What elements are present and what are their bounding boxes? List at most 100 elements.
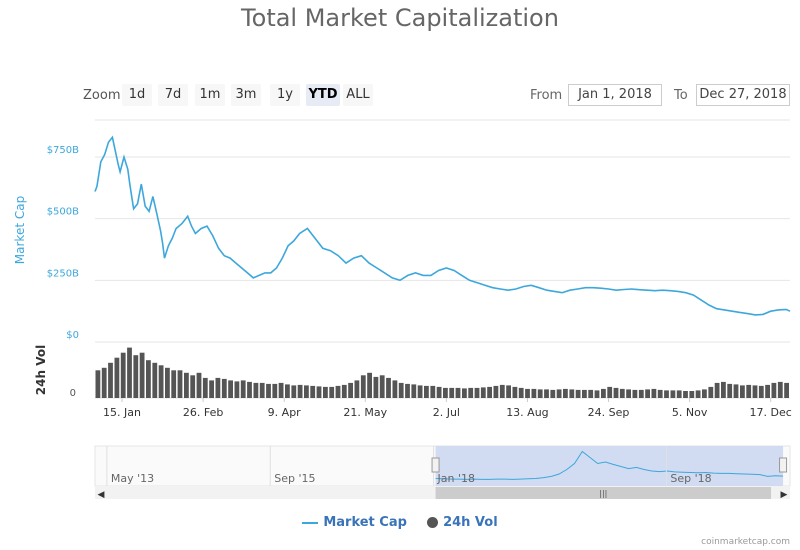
grid-lines bbox=[95, 119, 790, 399]
volume-bar bbox=[335, 385, 341, 398]
volume-bar bbox=[259, 382, 265, 398]
volume-bar bbox=[285, 384, 290, 398]
zoom-label: Zoom bbox=[83, 88, 121, 103]
x-tick-label: 26. Feb bbox=[183, 406, 223, 419]
volume-bar bbox=[202, 377, 208, 398]
scroll-left-icon[interactable]: ◀ bbox=[98, 490, 105, 500]
y-axis-label: Market Cap bbox=[13, 196, 27, 264]
zoom-7d-button[interactable]: 7d bbox=[158, 84, 188, 106]
volume-bar bbox=[733, 384, 739, 398]
volume-bar bbox=[228, 380, 233, 398]
navigator[interactable]: May '13 Sep '15 Jan '18 Sep '18 ◀ ▶ ||| bbox=[94, 445, 791, 500]
volume-bar bbox=[449, 387, 455, 398]
volume-bar bbox=[120, 352, 126, 398]
volume-bar bbox=[702, 389, 707, 398]
volume-bar bbox=[544, 389, 549, 398]
volume-bars bbox=[95, 347, 789, 398]
market-cap-line bbox=[94, 135, 791, 316]
volume-bar bbox=[405, 383, 410, 398]
volume-bar bbox=[215, 377, 221, 398]
volume-bar bbox=[771, 382, 777, 398]
volume-bar bbox=[127, 347, 132, 398]
volume-bar bbox=[531, 388, 537, 398]
volume-bar bbox=[430, 385, 436, 398]
volume-bar bbox=[499, 384, 505, 398]
volume-bar bbox=[196, 372, 202, 398]
scroll-right-icon[interactable]: ▶ bbox=[781, 490, 788, 500]
volume-bar bbox=[619, 388, 625, 398]
volume-tick-0: 0 bbox=[70, 388, 76, 399]
volume-axis-label: 24h Vol bbox=[34, 345, 48, 395]
volume-bar bbox=[316, 386, 322, 398]
volume-bar bbox=[556, 389, 562, 398]
volume-bar bbox=[601, 388, 606, 398]
volume-bar bbox=[152, 362, 158, 398]
volume-bar bbox=[310, 385, 316, 398]
volume-bar bbox=[582, 389, 587, 398]
navigator-left-handle[interactable] bbox=[431, 457, 440, 473]
zoom-1m-button[interactable]: 1m bbox=[195, 84, 225, 106]
volume-bar bbox=[683, 391, 688, 398]
volume-bar bbox=[657, 389, 663, 398]
volume-bar bbox=[341, 384, 347, 398]
volume-bar bbox=[474, 387, 480, 398]
to-label: To bbox=[674, 88, 688, 103]
y-tick-label: $0 bbox=[66, 330, 79, 341]
volume-bar bbox=[360, 375, 366, 398]
volume-bar bbox=[108, 362, 113, 398]
volume-bar bbox=[695, 390, 701, 398]
volume-bar bbox=[708, 386, 714, 398]
legend-market-cap[interactable]: Market Cap bbox=[302, 515, 407, 530]
navigator-label: Jan '18 bbox=[437, 472, 475, 485]
x-tick-label: 24. Sep bbox=[588, 406, 630, 419]
volume-bar bbox=[594, 390, 600, 398]
to-date-input[interactable]: Dec 27, 2018 bbox=[696, 84, 790, 106]
from-date-input[interactable]: Jan 1, 2018 bbox=[568, 84, 662, 106]
volume-bar bbox=[645, 389, 650, 398]
volume-bar bbox=[171, 370, 177, 398]
zoom-ytd-button[interactable]: YTD bbox=[306, 84, 340, 106]
volume-bar bbox=[607, 386, 613, 398]
market-cap-chart: $750B $500B $250B $0 Market Cap 24h Vol 0 1… bbox=[13, 119, 792, 500]
zoom-1d-button[interactable]: 1d bbox=[122, 84, 152, 106]
line-icon bbox=[302, 521, 319, 524]
volume-bar bbox=[304, 385, 309, 398]
volume-bar bbox=[512, 386, 518, 398]
credit-link[interactable]: coinmarketcap.com bbox=[701, 537, 790, 547]
zoom-3m-button[interactable]: 3m bbox=[231, 84, 261, 106]
volume-bar bbox=[190, 375, 196, 398]
volume-bar bbox=[455, 387, 461, 398]
volume-bar bbox=[373, 376, 379, 398]
chart-title: Total Market Capitalization bbox=[241, 4, 559, 32]
navigator-right-handle[interactable] bbox=[779, 457, 788, 473]
volume-bar bbox=[146, 360, 151, 398]
x-tick-label: 2. Jul bbox=[433, 406, 460, 419]
volume-bar bbox=[436, 386, 442, 398]
volume-bar bbox=[240, 380, 246, 398]
volume-bar bbox=[676, 390, 682, 398]
navigator-selection[interactable] bbox=[435, 446, 784, 486]
volume-bar bbox=[613, 387, 619, 398]
navigator-label: May '13 bbox=[111, 472, 154, 485]
volume-bar bbox=[367, 372, 372, 398]
legend-volume[interactable]: 24h Vol bbox=[427, 515, 498, 530]
scrollbar-thumb[interactable] bbox=[435, 487, 772, 499]
volume-bar bbox=[758, 385, 764, 398]
volume-bar bbox=[746, 384, 752, 398]
volume-bar bbox=[392, 380, 398, 398]
volume-bar bbox=[329, 386, 335, 398]
legend: Market Cap 24h Vol bbox=[0, 515, 800, 530]
volume-bar bbox=[278, 382, 284, 398]
volume-bar bbox=[588, 389, 594, 398]
volume-bar bbox=[777, 381, 783, 398]
volume-bar bbox=[165, 367, 170, 398]
volume-bar bbox=[323, 386, 328, 398]
zoom-1y-button[interactable]: 1y bbox=[270, 84, 300, 106]
volume-bar bbox=[411, 384, 417, 398]
volume-bar bbox=[348, 382, 353, 398]
volume-bar bbox=[379, 375, 385, 398]
zoom-all-button[interactable]: ALL bbox=[343, 84, 373, 106]
volume-bar bbox=[721, 381, 726, 398]
volume-bar bbox=[518, 387, 524, 398]
y-tick-label: $250B bbox=[47, 268, 79, 279]
